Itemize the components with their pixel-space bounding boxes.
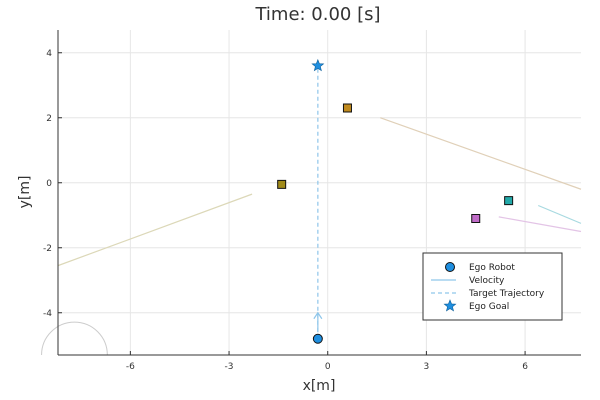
markers [277, 58, 514, 344]
obstacle-trail [57, 193, 253, 267]
legend-goal-star [443, 299, 457, 312]
obstacle-trail [538, 204, 582, 224]
obstacle-marker [504, 196, 514, 206]
tick-labels: -6 -3 0 3 6 4 2 0 -2 -4 [43, 49, 528, 372]
legend: Ego Robot Velocity Target Trajectory Ego Go… [422, 252, 563, 321]
obstacle-marker [471, 214, 481, 223]
legend-ego-robot-marker [445, 262, 455, 272]
x-tick-label: -6 [126, 362, 135, 372]
chart-title: Time: 0.00 [s] [254, 4, 380, 25]
legend-label: Ego Robot [469, 263, 515, 273]
y-tick-label: 2 [46, 114, 52, 124]
ego-goal-marker [311, 58, 325, 72]
y-tick-label: 4 [46, 49, 52, 59]
y-axis-label: y[m] [17, 176, 33, 209]
x-tick-label: 6 [522, 362, 528, 372]
y-tick-label: -4 [43, 309, 52, 319]
obstacle-marker [277, 179, 287, 189]
ego-robot-marker [312, 333, 323, 344]
obstacle-trails [41, 117, 582, 356]
x-tick-label: 3 [424, 362, 430, 372]
x-axis-label: x[m] [303, 378, 336, 394]
legend-label: Velocity [469, 276, 505, 286]
x-tick-label: -3 [225, 362, 234, 372]
corner-arc [41, 321, 108, 356]
obstacle-trail [498, 216, 582, 233]
legend-label: Ego Goal [469, 302, 509, 312]
axes [57, 30, 581, 356]
obstacle-trail [380, 117, 582, 190]
obstacle-marker [342, 103, 352, 113]
y-tick-label: 0 [46, 179, 52, 189]
target-trajectory-layer [313, 65, 323, 339]
x-tick-label: 0 [325, 362, 331, 372]
y-tick-label: -2 [43, 244, 52, 254]
velocity-arrowhead [313, 311, 323, 320]
legend-label: Target Trajectory [468, 289, 545, 299]
